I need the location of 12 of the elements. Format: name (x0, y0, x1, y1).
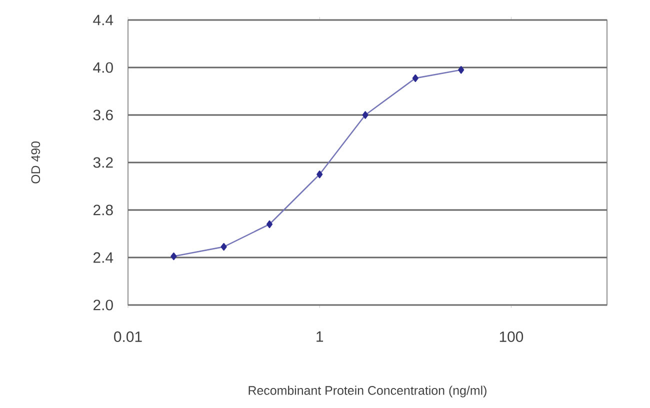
y-tick-label: 2.0 (94, 300, 113, 310)
y-axis-title: OD 490 (31, 142, 40, 184)
x-tick-label: 0.01 (114, 331, 142, 342)
y-tick-label: 3.2 (93, 157, 113, 168)
x-tick-label: 1 (316, 331, 324, 342)
y-tick-label: 2.8 (94, 204, 113, 216)
y-tick-label: 4.4 (93, 14, 114, 26)
y-tick-label: 4.0 (93, 62, 113, 73)
x-tick-label: 100 (500, 331, 524, 342)
y-tick-label: 2.4 (94, 252, 114, 263)
y-tick-label: 3.6 (93, 110, 113, 120)
x-axis-title: Recombinant Protein Concentration (ng/ml) (248, 386, 486, 398)
